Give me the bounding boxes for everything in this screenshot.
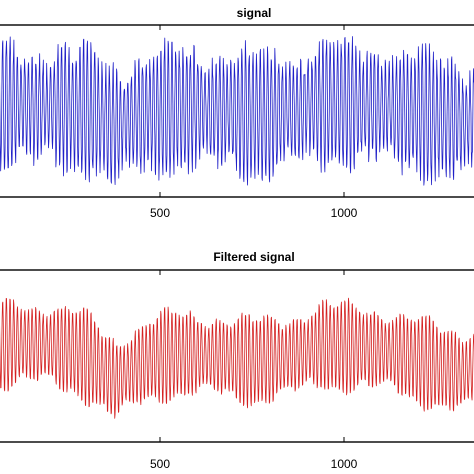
signal-xtick-label-500: 500 (150, 206, 170, 220)
filtered-xtick-label-1000: 1000 (331, 457, 358, 471)
signal-series (0, 36, 474, 186)
signal-title: signal (237, 6, 272, 20)
signal-panel: signal 500 1000 (0, 6, 474, 220)
filtered-signal-title: Filtered signal (213, 250, 294, 264)
signal-xtick-label-1000: 1000 (331, 206, 358, 220)
signal-line (0, 36, 474, 186)
filtered-xtick-label-500: 500 (150, 457, 170, 471)
filtered-signal-panel: Filtered signal 500 1000 (0, 250, 474, 471)
filtered-signal-line (0, 297, 474, 419)
filtered-signal-series (0, 297, 474, 419)
